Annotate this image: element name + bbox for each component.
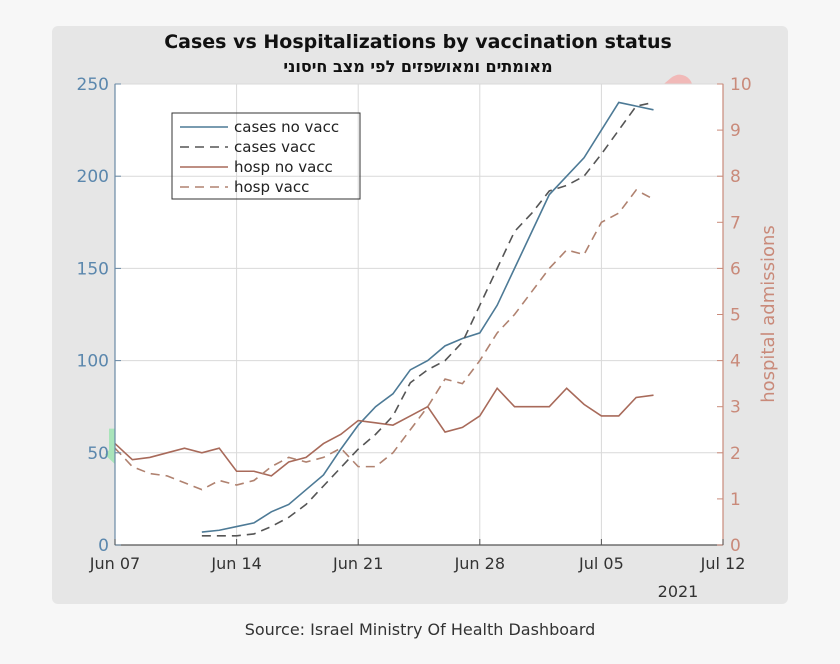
legend-label: cases no vacc bbox=[234, 118, 339, 136]
y-right-tick-label: 6 bbox=[730, 259, 741, 279]
y-right-tick-label: 0 bbox=[730, 536, 741, 556]
legend-label: hosp vacc bbox=[234, 178, 309, 196]
y-left-tick-label: 150 bbox=[77, 259, 109, 279]
chart-title: Cases vs Hospitalizations by vaccination… bbox=[164, 31, 672, 53]
legend-box bbox=[171, 112, 361, 200]
y-right-tick-label: 2 bbox=[730, 444, 741, 464]
legend: cases no vacc cases vacc hosp no vacc hosp … bbox=[171, 112, 361, 200]
x-tick-label: Jul 12 bbox=[700, 554, 746, 573]
legend-label: hosp no vacc bbox=[234, 158, 333, 176]
y-left-tick-label: 200 bbox=[77, 167, 109, 187]
series-line-cases-vacc bbox=[201, 101, 654, 537]
series-line-hosp-no-vacc bbox=[114, 386, 654, 477]
x-tick-label: Jul 05 bbox=[578, 554, 624, 573]
y-right-tick-label: 9 bbox=[730, 121, 741, 141]
y-right-tick-label: 5 bbox=[730, 306, 741, 326]
x-tick-label: Jun 21 bbox=[332, 554, 383, 573]
x-axis-year-label: 2021 bbox=[658, 582, 699, 601]
y-left-tick-label: 0 bbox=[98, 536, 109, 556]
x-tick-label: Jun 07 bbox=[89, 554, 140, 573]
y-axis-right-label: hospital admissions bbox=[758, 225, 779, 403]
y-left-tick-label: 100 bbox=[77, 352, 109, 372]
legend-label: cases vacc bbox=[234, 138, 316, 156]
source-caption: Source: Israel Ministry Of Health Dashbo… bbox=[244, 620, 596, 639]
y-right-tick-label: 3 bbox=[730, 398, 741, 418]
y-right-tick-label: 1 bbox=[730, 490, 741, 510]
y-right-tick-label: 4 bbox=[730, 352, 741, 372]
y-left-tick-label: 250 bbox=[77, 75, 109, 95]
y-right-tick-label: 7 bbox=[730, 213, 741, 233]
axes: 0 50 100 150 200 250 0 1 2 3 4 5 6 7 8 9 10 Jun 07 Jun 14 J… bbox=[77, 75, 752, 573]
series-layer bbox=[114, 101, 654, 537]
y-right-tick-label: 8 bbox=[730, 167, 741, 187]
x-tick-label: Jun 14 bbox=[210, 554, 261, 573]
series-line-cases-no-vacc bbox=[201, 101, 654, 533]
series-line-hosp-vacc bbox=[114, 189, 654, 491]
chart-subtitle: מאומתים ומאושפזים לפי מצב חיסוני bbox=[283, 57, 552, 76]
x-tick-label: Jun 28 bbox=[454, 554, 505, 573]
y-left-tick-label: 50 bbox=[87, 444, 109, 464]
y-right-tick-label: 10 bbox=[730, 75, 752, 95]
plot-area bbox=[114, 83, 724, 546]
